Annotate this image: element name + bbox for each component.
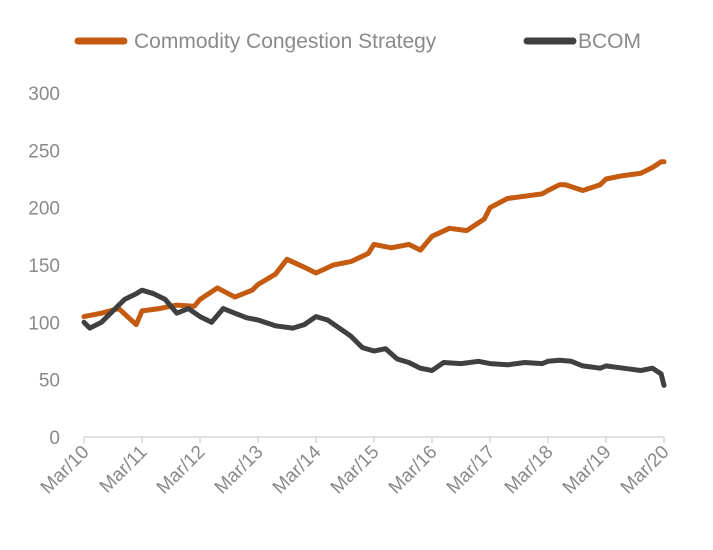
x-tick-label: Mar/19: [559, 442, 616, 499]
y-axis: 0 50 100 150 200 250 300: [28, 84, 60, 449]
y-tick-label-150: 150: [28, 256, 60, 277]
legend-label-bcom: BCOM: [578, 30, 641, 53]
y-tick-label-250: 250: [28, 141, 60, 162]
x-tick-label: Mar/20: [617, 442, 674, 499]
x-tick-label: Mar/15: [327, 442, 384, 499]
series-line-bcom: [81, 287, 667, 388]
x-tick-label: Mar/12: [153, 442, 210, 499]
x-tick-label: Mar/18: [501, 442, 558, 499]
series-line-commodity-congestion-strategy: [81, 159, 667, 328]
y-tick-label-100: 100: [28, 313, 60, 334]
y-tick-label-50: 50: [39, 371, 60, 392]
plot-area: [81, 159, 667, 388]
x-axis: Mar/10 Mar/11 Mar/12 Mar/13 Mar/14 Mar/15 Mar/…: [37, 437, 674, 498]
y-tick-label-0: 0: [49, 428, 60, 449]
x-tick-label: Mar/11: [96, 442, 152, 498]
legend: Commodity Congestion Strategy BCOM: [74, 30, 641, 53]
x-tick-label: Mar/13: [211, 442, 268, 499]
y-tick-label-300: 300: [28, 84, 60, 105]
x-tick-label: Mar/14: [269, 441, 326, 498]
legend-label-commodity-congestion-strategy: Commodity Congestion Strategy: [134, 30, 437, 53]
x-tick-label: Mar/16: [385, 442, 442, 499]
y-tick-label-200: 200: [28, 199, 60, 220]
x-tick-label: Mar/17: [443, 442, 500, 499]
x-tick-label: Mar/10: [37, 442, 94, 499]
